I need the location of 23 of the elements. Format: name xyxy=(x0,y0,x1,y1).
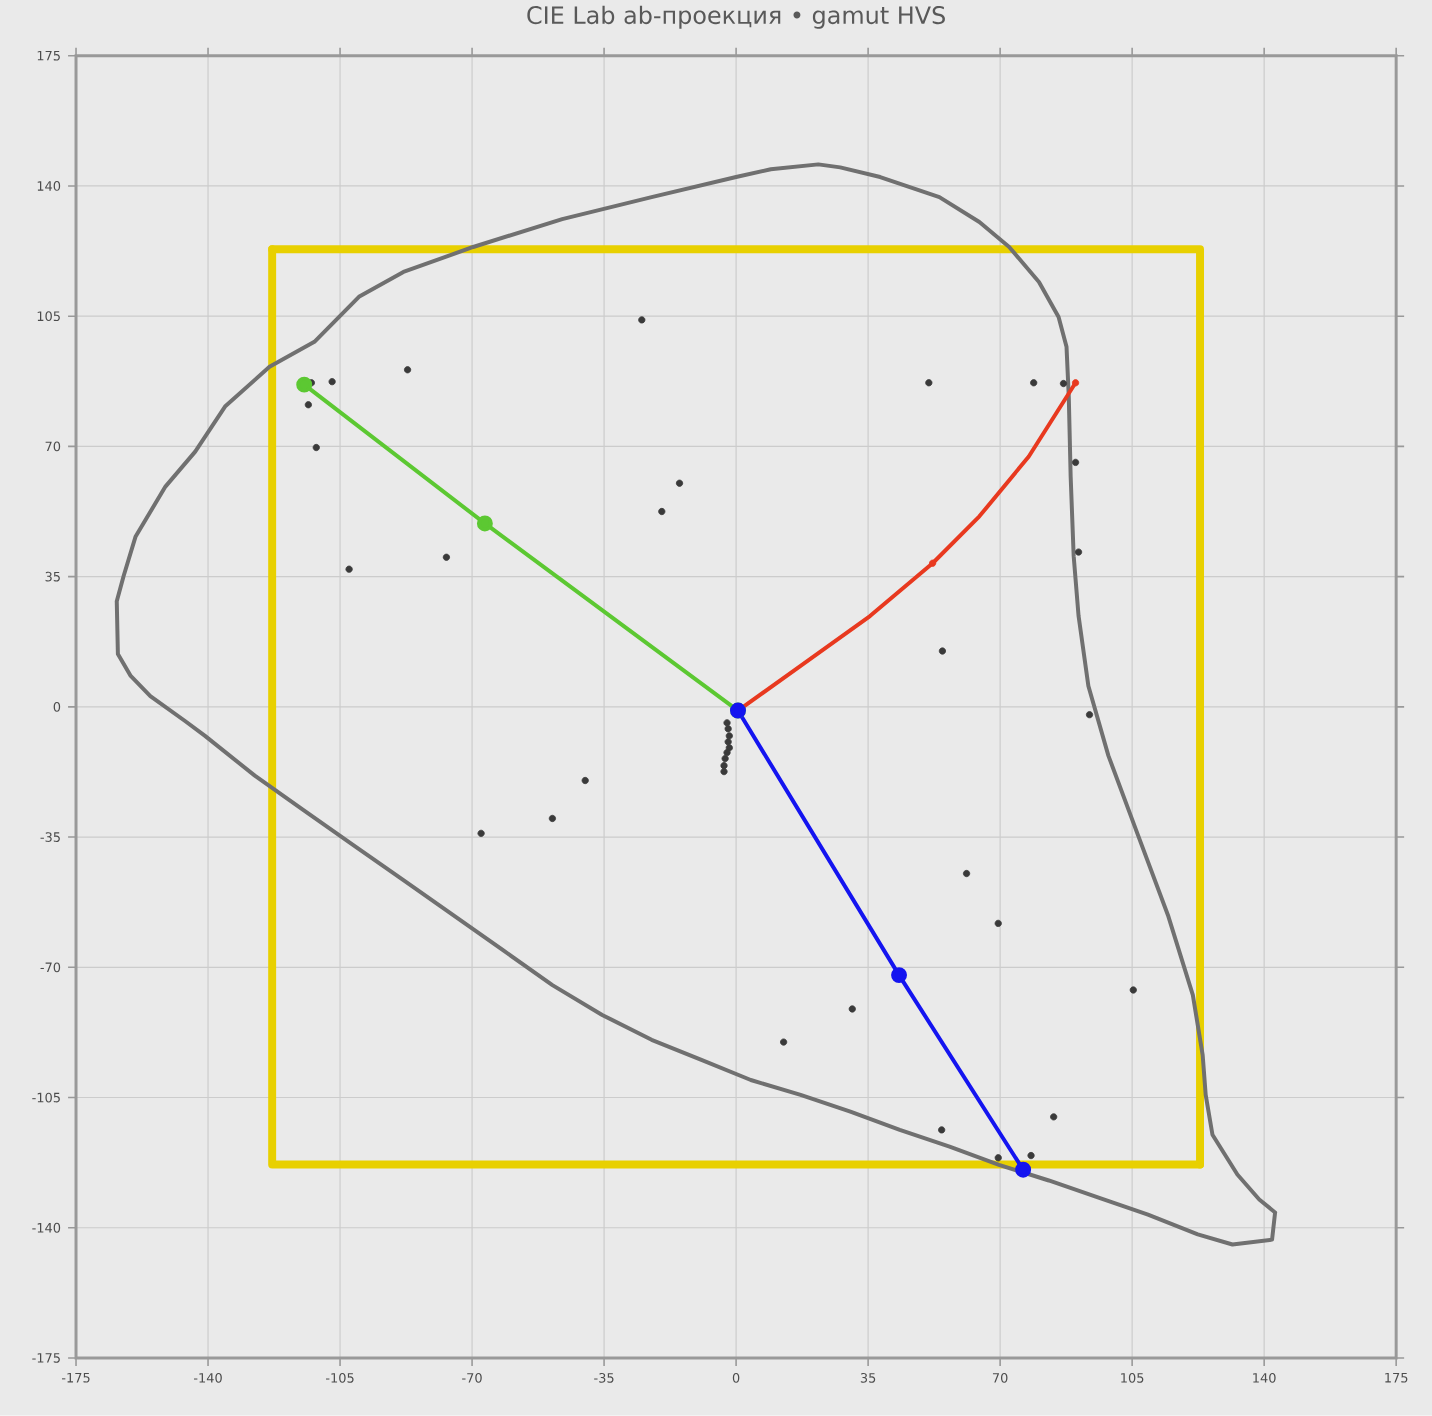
x-tick-label: -70 xyxy=(462,1373,482,1383)
y-tick-label: 175 xyxy=(37,51,60,61)
x-tick-label: -140 xyxy=(193,1373,222,1383)
x-tick-label: -175 xyxy=(61,1373,90,1383)
y-tick-label: -140 xyxy=(32,1223,61,1233)
x-tick-label: 0 xyxy=(732,1373,740,1383)
y-tick-label: 70 xyxy=(45,441,61,452)
x-tick-label: 175 xyxy=(1385,1373,1408,1383)
y-tick-label: 105 xyxy=(37,311,60,322)
y-tick-label: 140 xyxy=(37,181,61,191)
y-tick-label: 0 xyxy=(53,702,61,712)
y-tick-label: -35 xyxy=(40,832,60,843)
x-tick-label: -35 xyxy=(594,1373,614,1383)
y-tick-label: -70 xyxy=(40,962,61,973)
x-tick-label: -105 xyxy=(325,1373,354,1383)
y-tick-label: -175 xyxy=(32,1353,60,1363)
chart-title: CIE Lab ab-проекция • gamut HVS xyxy=(527,5,945,29)
y-tick-label: -105 xyxy=(32,1092,60,1103)
x-tick-label: 70 xyxy=(992,1373,1008,1383)
y-tick-label: 35 xyxy=(45,571,60,582)
x-tick-label: 35 xyxy=(860,1373,876,1383)
x-tick-label: 140 xyxy=(1253,1373,1276,1383)
x-tick-label: 105 xyxy=(1121,1373,1144,1383)
